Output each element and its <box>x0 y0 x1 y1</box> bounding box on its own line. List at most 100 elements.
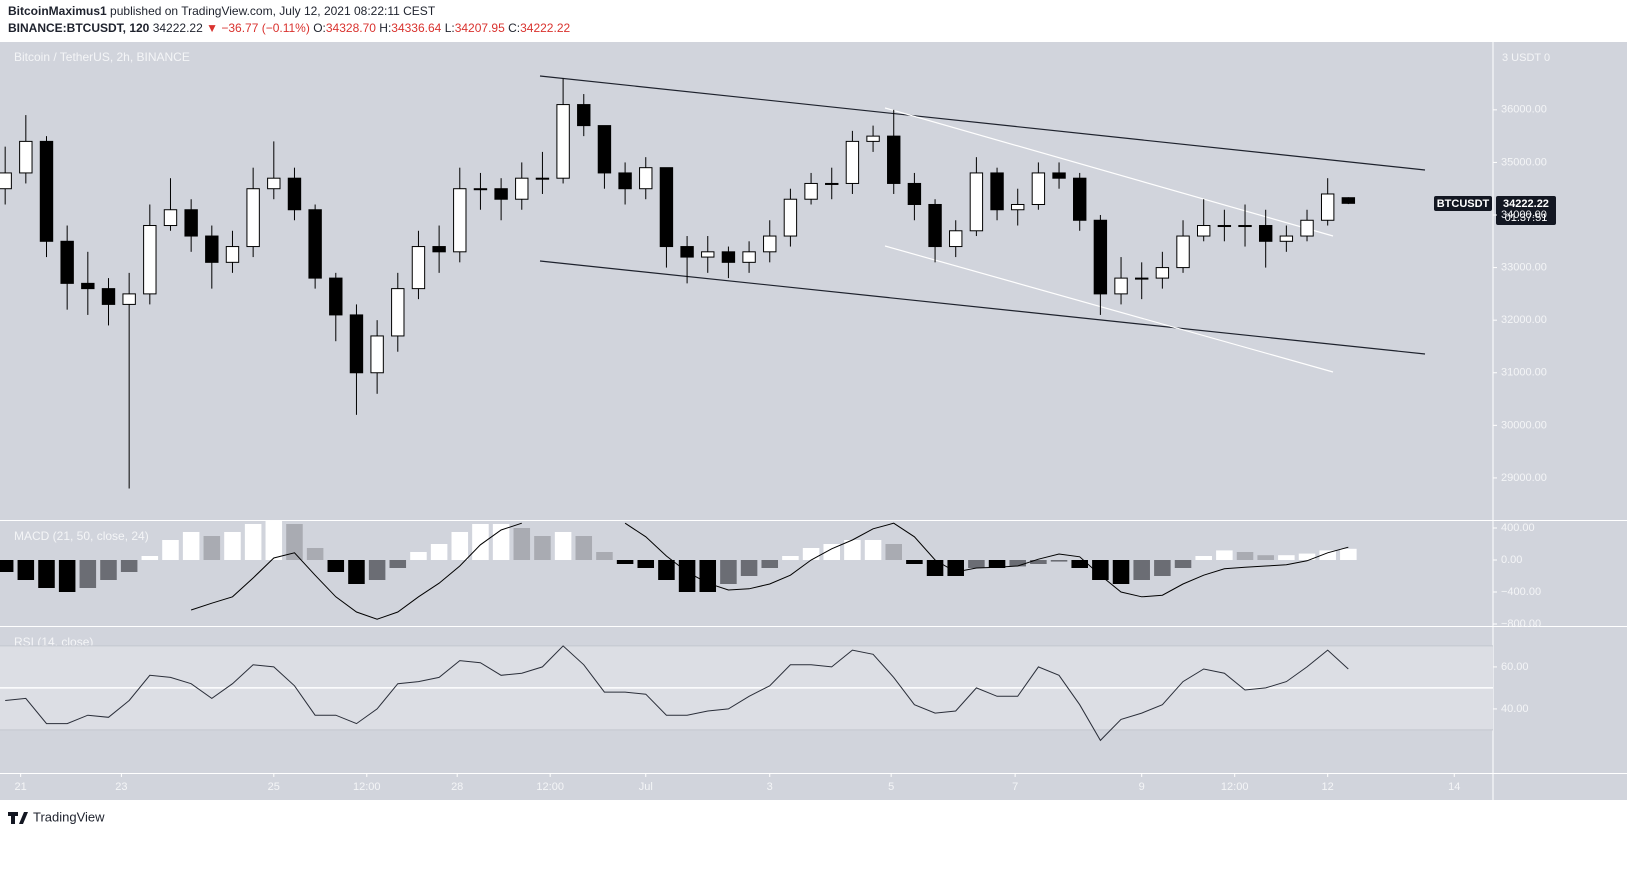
histogram-bar <box>699 560 717 592</box>
histogram-bar <box>286 524 303 560</box>
histogram-bar <box>244 524 262 560</box>
candle-body <box>1073 177 1087 221</box>
x-tick-label: 12 <box>1322 781 1334 793</box>
candle-body <box>1300 219 1314 237</box>
candle-body <box>184 209 198 237</box>
price-tag: BTCUSDT 34222.22 01:37:51 <box>1434 196 1556 225</box>
histogram-bar <box>0 560 14 572</box>
histogram-bar <box>1257 555 1274 560</box>
histogram-bar <box>389 560 407 568</box>
histogram-bar <box>100 560 117 580</box>
candle-body <box>1114 277 1128 295</box>
price-axis: 29000.00 30000.00 31000.00 32000.00 33000.00… <box>1493 104 1547 484</box>
candle-body <box>39 140 54 242</box>
high-label: H: <box>379 21 391 35</box>
histogram-bar <box>761 560 779 568</box>
candle-body <box>1135 277 1149 280</box>
trendline <box>539 75 1426 171</box>
candle-body <box>721 251 736 263</box>
histogram-bar <box>637 560 655 568</box>
candle-body <box>370 335 384 374</box>
histogram-bar <box>1340 548 1357 560</box>
symbol-tag <box>1434 196 1492 211</box>
histogram-bar <box>844 540 861 560</box>
candle-body <box>1155 267 1170 279</box>
candle-body <box>1196 225 1211 237</box>
last-price-tag <box>1496 196 1556 225</box>
histogram-bar <box>616 560 634 564</box>
histogram-bar <box>472 524 489 560</box>
histogram-bar <box>1133 560 1150 580</box>
x-tick-label: Jul <box>639 781 653 793</box>
histogram-bar <box>1071 560 1088 568</box>
pane-title: MACD (21, 50, close, 24) <box>14 529 149 543</box>
x-tick-label: 3 <box>767 781 773 793</box>
histogram-bar <box>1174 560 1192 568</box>
histogram-bar <box>1030 560 1047 564</box>
histogram-bar <box>327 560 345 572</box>
candle-body <box>1052 172 1066 179</box>
histogram-bar <box>162 540 179 560</box>
close-label: C: <box>508 21 520 35</box>
x-tick-label: 12:00 <box>353 781 381 793</box>
histogram-bar <box>79 560 97 588</box>
candle-body <box>391 288 405 337</box>
histogram-bar <box>38 560 55 588</box>
y-tick-label: −400.00 <box>1501 586 1541 598</box>
candle-body <box>432 246 446 253</box>
histogram-bar <box>720 560 737 584</box>
histogram-bar <box>823 544 841 560</box>
logo <box>8 812 28 824</box>
candle-body <box>866 135 880 142</box>
candle-body <box>928 203 942 248</box>
change: −36.77 (−0.11%) <box>221 21 310 35</box>
histogram-bar <box>492 524 510 560</box>
histogram-bar <box>1009 560 1026 567</box>
histogram-bar <box>306 548 324 560</box>
candle-body <box>1279 235 1294 242</box>
histogram-bar <box>58 560 76 592</box>
histogram-bar <box>885 544 902 560</box>
candle-body <box>1341 197 1356 204</box>
y-tick-label: 30000.00 <box>1501 419 1547 431</box>
candle-body <box>473 188 488 191</box>
y-tick-label: −800.00 <box>1501 618 1541 630</box>
countdown: 01:37:51 <box>1505 212 1548 224</box>
y-tick-label: 31000.00 <box>1501 367 1547 379</box>
candle-body <box>246 188 260 248</box>
histogram-bar <box>182 532 200 560</box>
pane-title: Bitcoin / TetherUS, 2h, BINANCE <box>14 50 190 64</box>
symbol-line: BINANCE:BTCUSDT, 120 34222.22 ▼ −36.77 (… <box>8 21 570 35</box>
trendline <box>884 245 1334 373</box>
candle-body <box>887 135 901 184</box>
header-line: BitcoinMaximus1 published on TradingView… <box>8 4 436 18</box>
symbol-tag-text: BTCUSDT <box>1437 198 1490 210</box>
candle-body <box>411 246 426 290</box>
histogram-bar <box>596 552 613 560</box>
price-axis-title: 3 USDT 0 <box>1502 52 1550 64</box>
histogram-bar <box>968 560 985 568</box>
candle-body <box>1217 225 1232 228</box>
candle-body <box>1320 193 1335 221</box>
histogram-bar <box>513 528 531 560</box>
candle-body <box>680 246 694 258</box>
author: BitcoinMaximus1 <box>8 4 107 18</box>
candle-body <box>1258 225 1273 242</box>
candle-body <box>556 104 570 179</box>
histogram-bar <box>1195 556 1212 560</box>
y-tick-label: 29000.00 <box>1501 472 1547 484</box>
candle-body <box>907 182 922 205</box>
candle-body <box>577 104 591 127</box>
histogram-bar <box>554 532 572 560</box>
y-tick-label: 32000.00 <box>1501 314 1547 326</box>
histogram-bar <box>120 560 138 572</box>
candle-body <box>81 282 95 290</box>
histogram-bar <box>740 560 758 576</box>
y-tick-label: 40.00 <box>1501 703 1529 715</box>
candle-body <box>267 177 281 190</box>
histogram-bar <box>224 532 241 560</box>
histogram-bar <box>1050 560 1068 562</box>
y-tick-label: 36000.00 <box>1501 104 1547 116</box>
histogram-bar <box>1278 555 1295 560</box>
histogram-bar <box>575 536 593 560</box>
